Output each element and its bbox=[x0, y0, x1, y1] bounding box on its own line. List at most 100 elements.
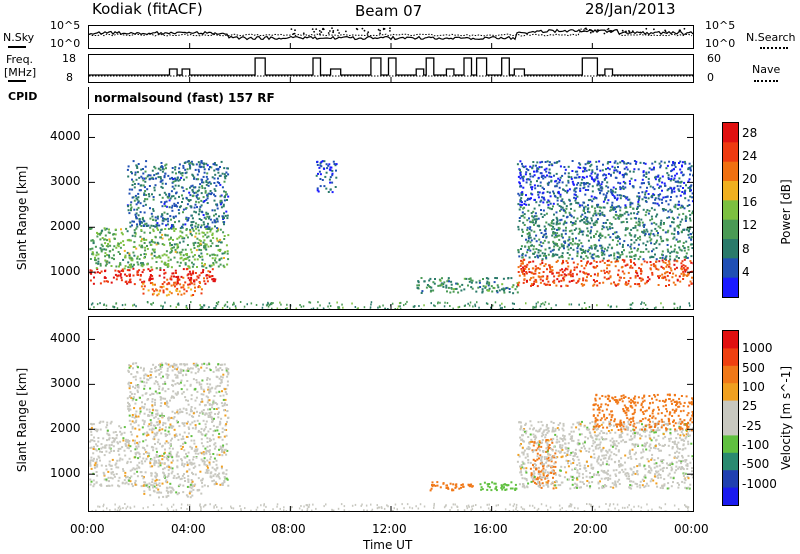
data-cell-8 bbox=[584, 189, 587, 191]
data-cell-8 bbox=[576, 183, 579, 186]
data-cell-3 bbox=[190, 281, 192, 284]
data-cell-2 bbox=[129, 225, 132, 228]
data-cell-0 bbox=[108, 444, 111, 447]
data-cell-0 bbox=[141, 475, 144, 477]
data-cell-2 bbox=[167, 174, 170, 177]
data-cell-8 bbox=[517, 175, 520, 178]
data-cell-6 bbox=[551, 272, 554, 275]
data-cell-7 bbox=[685, 255, 687, 258]
data-cell-6 bbox=[517, 271, 520, 273]
data-cell-1 bbox=[218, 258, 221, 261]
data-cell-1 bbox=[202, 388, 205, 391]
data-cell-7 bbox=[672, 237, 675, 240]
data-cell-0 bbox=[99, 272, 101, 274]
data-cell-6 bbox=[688, 284, 691, 287]
data-cell-1 bbox=[166, 234, 169, 237]
data-cell-1 bbox=[128, 264, 131, 266]
data-cell-0 bbox=[119, 447, 122, 450]
data-cell-0 bbox=[107, 476, 110, 479]
data-cell-4 bbox=[483, 481, 486, 484]
data-cell-6 bbox=[665, 278, 668, 281]
data-cell-1 bbox=[158, 255, 161, 258]
data-cell-0 bbox=[214, 445, 217, 448]
data-cell-1 bbox=[159, 365, 162, 368]
data-cell-7 bbox=[527, 239, 530, 242]
data-cell-8 bbox=[592, 178, 595, 181]
data-cell-7 bbox=[605, 221, 607, 224]
data-cell-8 bbox=[619, 186, 622, 189]
data-cell-7 bbox=[566, 245, 569, 248]
data-cell-2 bbox=[182, 491, 185, 494]
data-cell-7 bbox=[668, 216, 671, 219]
data-cell-2 bbox=[151, 215, 154, 218]
data-cell-7 bbox=[560, 235, 563, 238]
data-cell-0 bbox=[187, 481, 190, 483]
data-cell-0 bbox=[164, 271, 167, 274]
data-cell-7 bbox=[604, 247, 606, 250]
data-cell-8 bbox=[597, 203, 600, 206]
data-cell-7 bbox=[570, 229, 573, 232]
data-cell-0 bbox=[131, 468, 134, 471]
data-cell-6 bbox=[689, 280, 692, 283]
data-cell-0 bbox=[117, 442, 120, 445]
data-cell-6 bbox=[524, 265, 527, 268]
data-cell-7 bbox=[646, 209, 649, 212]
data-cell-6 bbox=[664, 276, 667, 279]
data-cell-0 bbox=[200, 271, 203, 274]
data-cell-6 bbox=[534, 272, 537, 275]
data-cell-0 bbox=[186, 464, 189, 467]
data-cell-5 bbox=[491, 290, 494, 293]
data-cell-2 bbox=[153, 485, 156, 488]
data-cell-7 bbox=[660, 219, 663, 222]
data-cell-0 bbox=[186, 462, 189, 465]
data-cell-7 bbox=[606, 249, 609, 252]
data-cell-0 bbox=[105, 485, 108, 487]
data-cell-1 bbox=[139, 377, 142, 380]
data-cell-2 bbox=[171, 224, 173, 226]
data-cell-6 bbox=[687, 272, 690, 275]
data-cell-3 bbox=[462, 485, 465, 488]
data-cell-7 bbox=[682, 245, 685, 248]
data-cell-1 bbox=[104, 252, 107, 255]
data-cell-7 bbox=[577, 245, 580, 248]
data-cell-8 bbox=[525, 178, 528, 181]
data-cell-1 bbox=[226, 380, 229, 383]
data-cell-7 bbox=[637, 224, 640, 226]
data-cell-5 bbox=[539, 470, 542, 473]
data-cell-1 bbox=[166, 363, 168, 366]
data-cell-2 bbox=[137, 163, 140, 165]
data-cell-2 bbox=[191, 184, 194, 187]
data-cell-0 bbox=[180, 458, 183, 461]
data-cell-2 bbox=[168, 206, 171, 209]
data-cell-1 bbox=[197, 370, 200, 373]
data-cell-7 bbox=[632, 227, 635, 229]
data-cell-2 bbox=[214, 225, 216, 228]
data-cell-8 bbox=[564, 168, 567, 171]
data-cell-2 bbox=[178, 212, 181, 215]
data-cell-1 bbox=[178, 411, 181, 414]
data-cell-1 bbox=[219, 382, 222, 385]
data-cell-7 bbox=[643, 229, 646, 232]
data-cell-1 bbox=[181, 248, 184, 251]
data-cell-6 bbox=[606, 270, 608, 273]
data-cell-7 bbox=[555, 221, 558, 224]
data-cell-2 bbox=[167, 196, 170, 199]
data-cell-0 bbox=[137, 445, 140, 448]
data-cell-7 bbox=[642, 231, 645, 234]
data-cell-2 bbox=[171, 176, 173, 179]
data-cell-6 bbox=[658, 429, 661, 432]
data-cell-2 bbox=[201, 485, 204, 488]
data-cell-0 bbox=[164, 426, 167, 429]
data-cell-8 bbox=[660, 160, 663, 163]
data-cell-1 bbox=[184, 263, 187, 266]
data-cell-8 bbox=[633, 168, 636, 171]
nsky-point bbox=[363, 29, 366, 32]
data-cell-6 bbox=[646, 261, 649, 264]
data-cell-5 bbox=[516, 282, 519, 285]
data-cell-1 bbox=[202, 241, 205, 244]
data-cell-0 bbox=[133, 421, 136, 424]
data-cell-4 bbox=[325, 163, 328, 166]
data-cell-1 bbox=[156, 381, 159, 384]
data-cell-7 bbox=[542, 236, 545, 238]
data-cell-0 bbox=[169, 453, 172, 456]
